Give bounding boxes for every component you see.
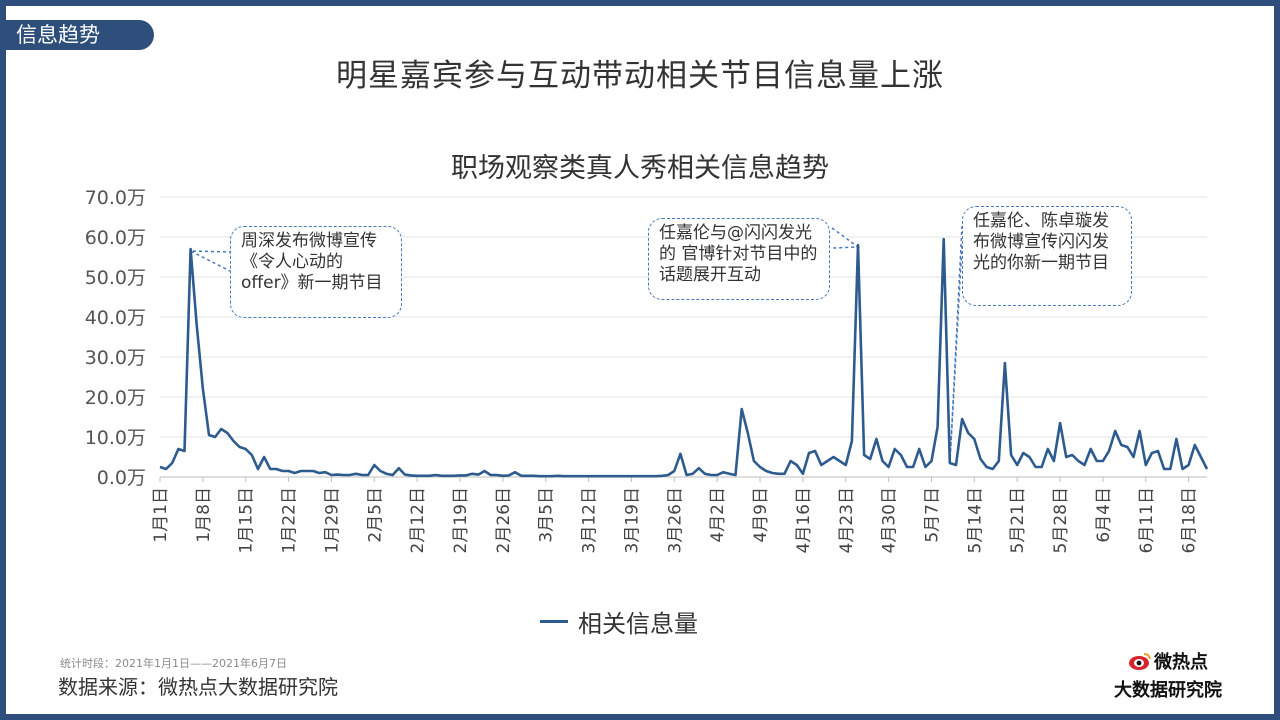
annotation-pointer xyxy=(949,225,963,466)
y-tick-label: 0.0万 xyxy=(97,467,146,489)
x-tick-label: 1月29日 xyxy=(322,487,342,553)
section-tag: 信息趋势 xyxy=(0,20,154,50)
y-tick-label: 40.0万 xyxy=(85,307,146,329)
logo-line1: 微热点 xyxy=(1154,652,1208,673)
x-tick-label: 4月16日 xyxy=(794,487,814,553)
eye-icon xyxy=(1129,653,1151,670)
y-tick-label: 70.0万 xyxy=(85,187,146,209)
legend-line-swatch xyxy=(540,620,568,623)
annotation-zhoushen: 周深发布微博宣传《令人心动的offer》新一期节目 xyxy=(230,226,402,318)
x-tick-label: 4月30日 xyxy=(880,487,900,553)
x-tick-label: 3月26日 xyxy=(665,487,685,553)
annotation-pointer xyxy=(190,250,233,273)
x-tick-label: 5月14日 xyxy=(965,487,985,553)
x-tick-label: 2月12日 xyxy=(408,487,428,553)
annotation-renjialun-chenzhuoxuan: 任嘉伦、陈卓璇发布微博宣传闪闪发光的你新一期节目 xyxy=(962,206,1132,306)
x-tick-label: 2月26日 xyxy=(494,487,514,553)
slide xyxy=(6,6,1274,714)
x-tick-label: 6月18日 xyxy=(1180,487,1200,553)
x-tick-label: 1月1日 xyxy=(151,487,171,543)
y-tick-label: 30.0万 xyxy=(85,347,146,369)
x-tick-label: 4月23日 xyxy=(837,487,857,553)
x-tick-label: 6月11日 xyxy=(1137,487,1157,553)
y-axis: 0.0万 10.0万 20.0万 30.0万 40.0万 50.0万 60.0万 70.0万 xyxy=(85,187,146,489)
x-tick-label: 4月2日 xyxy=(708,487,728,543)
x-tick-label: 5月28日 xyxy=(1051,487,1071,553)
x-tick-label: 1月8日 xyxy=(194,487,214,543)
brand-logo: 微热点 大数据研究院 xyxy=(1098,648,1238,702)
y-tick-label: 60.0万 xyxy=(85,227,146,249)
x-tick-label: 4月9日 xyxy=(751,487,771,543)
y-tick-label: 50.0万 xyxy=(85,267,146,289)
x-tick-label: 5月7日 xyxy=(922,487,942,543)
x-tick-label: 3月5日 xyxy=(537,487,557,543)
x-axis: 1月1日 1月8日 1月15日 1月22日 1月29日 2月5日 2月12日 2月19日 2月2… xyxy=(151,477,1200,553)
annotation-pointer xyxy=(831,227,861,249)
series-line xyxy=(159,237,1209,478)
x-tick-label: 6月4日 xyxy=(1094,487,1114,543)
logo-line2: 大数据研究院 xyxy=(1114,680,1222,701)
chart-title: 职场观察类真人秀相关信息趋势 xyxy=(451,153,829,184)
x-tick-label: 3月19日 xyxy=(622,487,642,553)
data-source: 数据来源：微热点大数据研究院 xyxy=(58,675,338,699)
legend-label: 相关信息量 xyxy=(578,610,698,638)
page-title: 明星嘉宾参与互动带动相关节目信息量上涨 xyxy=(336,58,944,94)
annotation-renjialun: 任嘉伦与@闪闪发光的 官博针对节目中的话题展开互动 xyxy=(648,218,830,300)
x-tick-label: 3月12日 xyxy=(580,487,600,553)
x-tick-label: 5月21日 xyxy=(1008,487,1028,553)
chart-legend: 相关信息量 xyxy=(540,604,698,639)
x-tick-label: 2月5日 xyxy=(365,487,385,543)
statistics-period: 统计时段：2021年1月1日——2021年6月7日 xyxy=(60,657,287,670)
annotation-pointers xyxy=(190,225,963,466)
x-tick-label: 2月19日 xyxy=(451,487,471,553)
y-tick-label: 10.0万 xyxy=(85,427,146,449)
x-tick-label: 1月22日 xyxy=(280,487,300,553)
y-tick-label: 20.0万 xyxy=(85,387,146,409)
x-tick-label: 1月15日 xyxy=(237,487,257,553)
